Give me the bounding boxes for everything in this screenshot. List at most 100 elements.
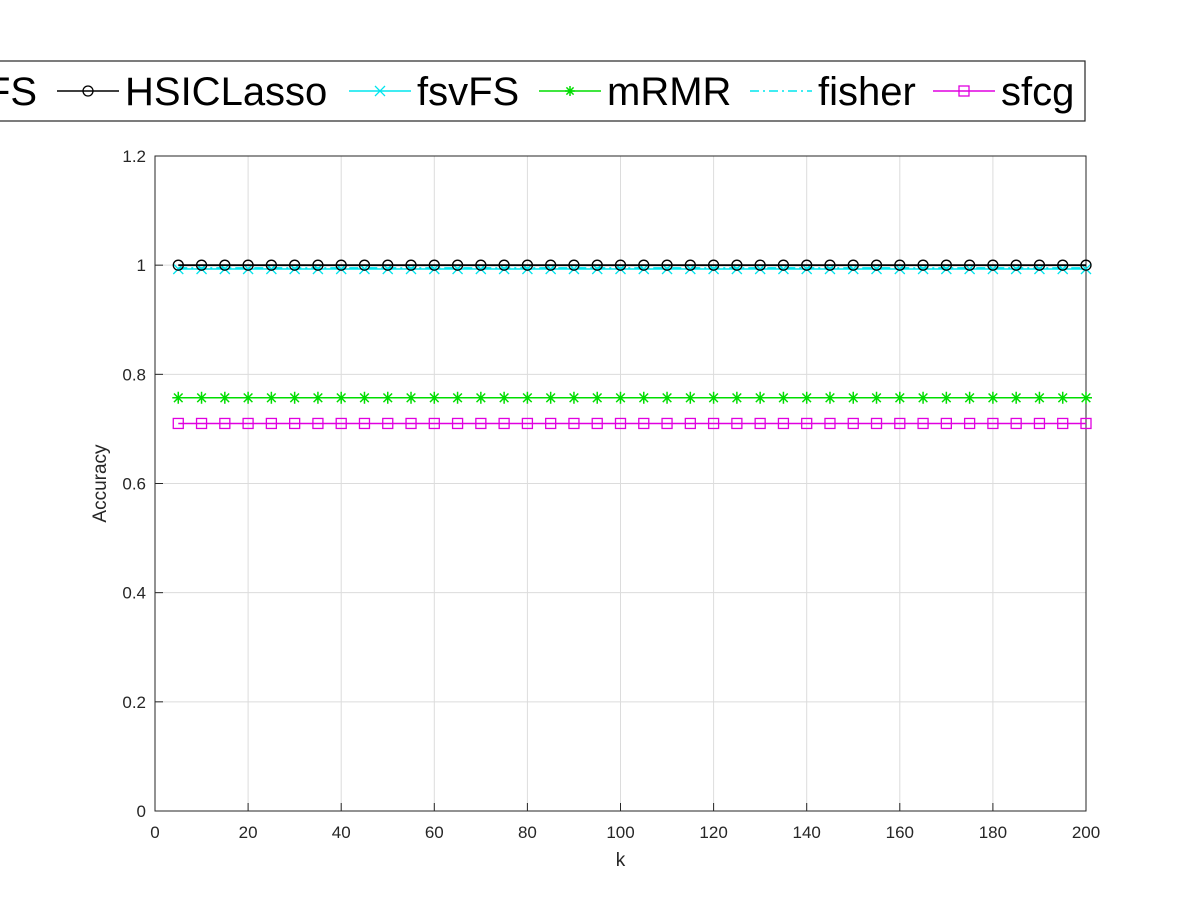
data-point	[591, 391, 604, 404]
data-point	[730, 391, 743, 404]
data-point	[311, 391, 324, 404]
data-point	[777, 259, 790, 271]
data-point	[1033, 391, 1046, 404]
legend-entry-partial-label: FS	[0, 70, 37, 114]
data-point	[521, 391, 534, 404]
data-point	[474, 391, 487, 404]
data-point	[591, 259, 603, 271]
data-point	[637, 391, 650, 404]
legend-box	[0, 60, 1086, 122]
data-point	[661, 391, 674, 404]
data-point	[638, 417, 650, 430]
data-point	[335, 391, 348, 404]
data-point	[917, 417, 929, 430]
y-tick-label: 1	[137, 256, 146, 275]
data-point	[567, 391, 580, 404]
data-point	[614, 391, 627, 404]
data-point	[1080, 417, 1092, 430]
data-point	[801, 417, 813, 430]
data-point	[382, 259, 394, 271]
data-point	[800, 391, 813, 404]
y-tick-label: 0	[137, 802, 146, 821]
data-point	[638, 259, 650, 271]
data-point	[312, 417, 324, 430]
data-point	[963, 417, 976, 430]
legend-label: fisher	[818, 70, 916, 114]
data-point	[893, 391, 906, 404]
data-point	[428, 259, 440, 271]
data-point	[242, 391, 255, 404]
data-point	[1010, 259, 1022, 271]
data-point	[823, 391, 836, 404]
data-point	[358, 259, 371, 271]
data-point	[451, 259, 464, 271]
data-point	[894, 417, 906, 430]
data-point	[777, 417, 790, 430]
data-point	[1033, 259, 1046, 271]
data-point	[475, 259, 487, 271]
x-tick-label: 140	[793, 823, 821, 842]
data-point	[568, 417, 580, 430]
data-point	[382, 417, 394, 430]
data-point	[1010, 391, 1023, 404]
data-point	[405, 417, 417, 430]
data-point	[870, 259, 883, 271]
data-point	[475, 417, 487, 430]
legend-label: mRMR	[607, 70, 731, 114]
data-point	[1057, 417, 1069, 430]
data-point	[661, 259, 673, 271]
series-group	[172, 259, 1092, 430]
data-point	[544, 391, 557, 404]
axes: 0 20 40 60 80 100 120 140 160 180 200 0 0.2 0.4 0.6 0.8…	[122, 147, 1100, 842]
data-point	[428, 391, 441, 404]
data-point	[987, 417, 999, 430]
data-point	[172, 417, 184, 430]
data-point	[545, 259, 557, 271]
data-point	[847, 417, 859, 430]
data-point	[545, 417, 557, 430]
data-point	[265, 417, 278, 430]
series-sfcg	[172, 417, 1092, 430]
x-tick-label: 180	[979, 823, 1007, 842]
series-fsvfs	[172, 263, 1092, 275]
data-point	[1010, 417, 1022, 430]
data-point	[498, 391, 511, 404]
data-point	[940, 259, 952, 271]
data-point	[172, 259, 184, 271]
data-point	[940, 391, 953, 404]
data-point	[498, 417, 510, 430]
data-point	[521, 259, 534, 271]
x-tick-label: 160	[886, 823, 914, 842]
data-point	[428, 417, 440, 430]
data-point	[218, 391, 231, 404]
y-tick-label: 0.8	[122, 365, 146, 384]
data-point	[684, 417, 696, 430]
data-point	[958, 85, 970, 97]
legend-entry-fisher: fisher	[750, 70, 916, 114]
data-point	[1080, 259, 1092, 271]
data-point	[82, 85, 94, 97]
data-point	[498, 259, 510, 271]
legend-entry-sfcg: sfcg	[933, 70, 1074, 114]
data-point	[707, 391, 720, 404]
data-point	[754, 259, 766, 271]
data-point	[265, 259, 278, 271]
legend: FS HSICLasso fsvFS mRMR fisher sfcg	[0, 60, 1086, 122]
data-point	[847, 259, 859, 271]
series-hsiclasso	[172, 259, 1092, 271]
data-point	[265, 391, 278, 404]
data-point	[987, 259, 999, 271]
data-point	[614, 259, 627, 271]
data-point	[824, 417, 836, 430]
data-point	[335, 259, 347, 271]
data-point	[521, 417, 534, 430]
legend-entry-fsvfs: fsvFS	[349, 70, 519, 114]
x-tick-label: 0	[150, 823, 159, 842]
x-tick-label: 100	[606, 823, 634, 842]
data-point	[288, 259, 301, 271]
x-tick-label: 120	[699, 823, 727, 842]
data-point	[242, 259, 254, 271]
data-point	[684, 391, 697, 404]
